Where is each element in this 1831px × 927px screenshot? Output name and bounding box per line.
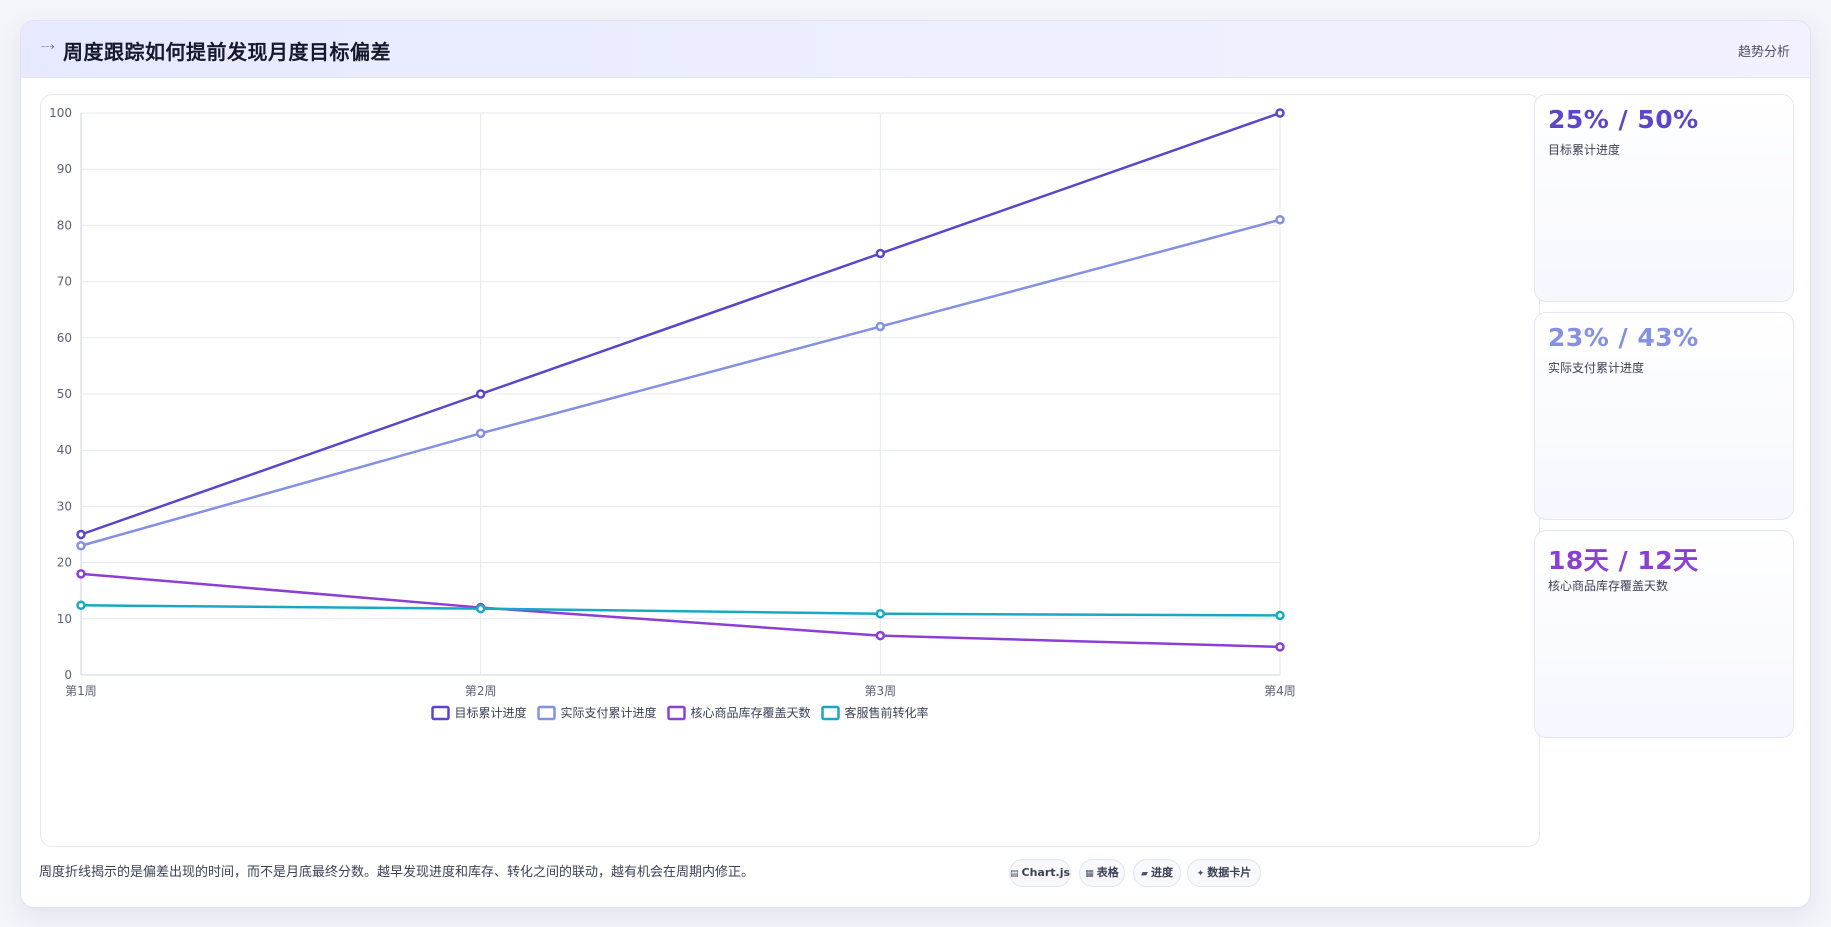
data-point [76, 600, 86, 611]
chip-chartjs[interactable]: ▤ Chart.js [1009, 859, 1071, 887]
data-point [875, 321, 886, 332]
line-chart: 0 10 20 30 40 50 60 70 80 90 100 第1周 第2周 第3周 第4周目标累计进度… [40, 94, 1540, 847]
series-line [80, 218, 1281, 547]
table-icon: ▦ [1085, 869, 1094, 879]
y-tick-label: 10 [57, 612, 72, 626]
legend-label: 客服售前转化率 [845, 705, 929, 720]
y-tick-label: 0 [64, 668, 72, 682]
chart-svg: 0 10 20 30 40 50 60 70 80 90 100 第1周 第2周 第3周 第4周目标累计进度… [49, 106, 1296, 721]
legend-swatch [821, 705, 840, 721]
chart-footnote: 周度折线揭示的是偏差出现的时间，而不是月底最终分数。越早发现进度和库存、转化之间… [39, 865, 755, 880]
progress-icon: ▰ [1141, 869, 1148, 879]
kpi-value: 23% / 43% [1548, 323, 1699, 352]
data-point [76, 569, 86, 579]
y-tick-label: 30 [57, 499, 72, 513]
page-title: 周度跟踪如何提前发现月度目标偏差 [63, 40, 391, 64]
kpi-card-inventory: 18天 / 12天 核心商品库存覆盖天数 [1534, 530, 1794, 738]
data-point [475, 389, 486, 399]
legend-label: 目标累计进度 [454, 705, 526, 720]
x-tick-label: 第1周 [65, 684, 97, 698]
data-point [1275, 610, 1285, 621]
legend-swatch [667, 705, 686, 721]
chip-label: 表格 [1096, 866, 1119, 879]
card-header: ⤏ 周度跟踪如何提前发现月度目标偏差 趋势分析 [21, 21, 1810, 78]
data-point [1275, 215, 1285, 225]
legend-label: 实际支付累计进度 [560, 705, 656, 720]
series-line [80, 111, 1281, 536]
trend-arrow-icon: ⤏ [41, 39, 55, 54]
data-point [875, 608, 886, 619]
series-line [80, 604, 1281, 617]
trend-card: ⤏ 周度跟踪如何提前发现月度目标偏差 趋势分析 0 10 20 30 40 50 60 70 8… [20, 20, 1811, 908]
y-tick-label: 90 [57, 162, 72, 176]
category-tag: 趋势分析 [1737, 45, 1790, 60]
y-tick-label: 70 [57, 275, 72, 289]
data-point [1275, 108, 1285, 118]
data-point [875, 248, 886, 259]
data-point [1275, 642, 1285, 652]
chart-icon: ▤ [1010, 869, 1019, 879]
kpi-label: 实际支付累计进度 [1548, 361, 1645, 375]
y-tick-label: 60 [57, 331, 72, 345]
x-tick-label: 第3周 [865, 684, 897, 698]
legend-label: 核心商品库存覆盖天数 [690, 705, 810, 720]
sparkle-icon: ✦ [1196, 869, 1205, 879]
y-tick-label: 100 [49, 106, 72, 120]
chip-progress[interactable]: ▰ 进度 [1133, 859, 1181, 887]
kpi-value: 18天 / 12天 [1548, 546, 1699, 575]
legend-swatch [537, 705, 556, 721]
x-tick-label: 第4周 [1264, 684, 1296, 698]
series-line [80, 572, 1281, 649]
chip-label: 进度 [1150, 866, 1173, 879]
y-tick-label: 80 [57, 218, 72, 232]
kpi-label: 核心商品库存覆盖天数 [1548, 579, 1669, 593]
kpi-label: 目标累计进度 [1548, 143, 1621, 157]
y-tick-label: 40 [57, 443, 72, 457]
legend-swatch [431, 705, 450, 721]
x-tick-label: 第2周 [465, 684, 497, 698]
chip-label: Chart.js [1021, 866, 1071, 879]
kpi-card-target: 25% / 50% 目标累计进度 [1534, 94, 1794, 302]
data-point [475, 603, 486, 614]
chip-data-card[interactable]: ✦ 数据卡片 [1187, 859, 1261, 887]
chip-table[interactable]: ▦ 表格 [1079, 859, 1125, 887]
data-point [875, 630, 886, 641]
y-tick-label: 50 [57, 387, 72, 401]
data-point [76, 540, 86, 551]
y-tick-label: 20 [57, 556, 72, 570]
data-point [76, 529, 86, 540]
kpi-value: 25% / 50% [1548, 105, 1699, 134]
kpi-card-actual: 23% / 43% 实际支付累计进度 [1534, 312, 1794, 520]
chip-label: 数据卡片 [1207, 866, 1252, 879]
data-point [475, 428, 486, 439]
